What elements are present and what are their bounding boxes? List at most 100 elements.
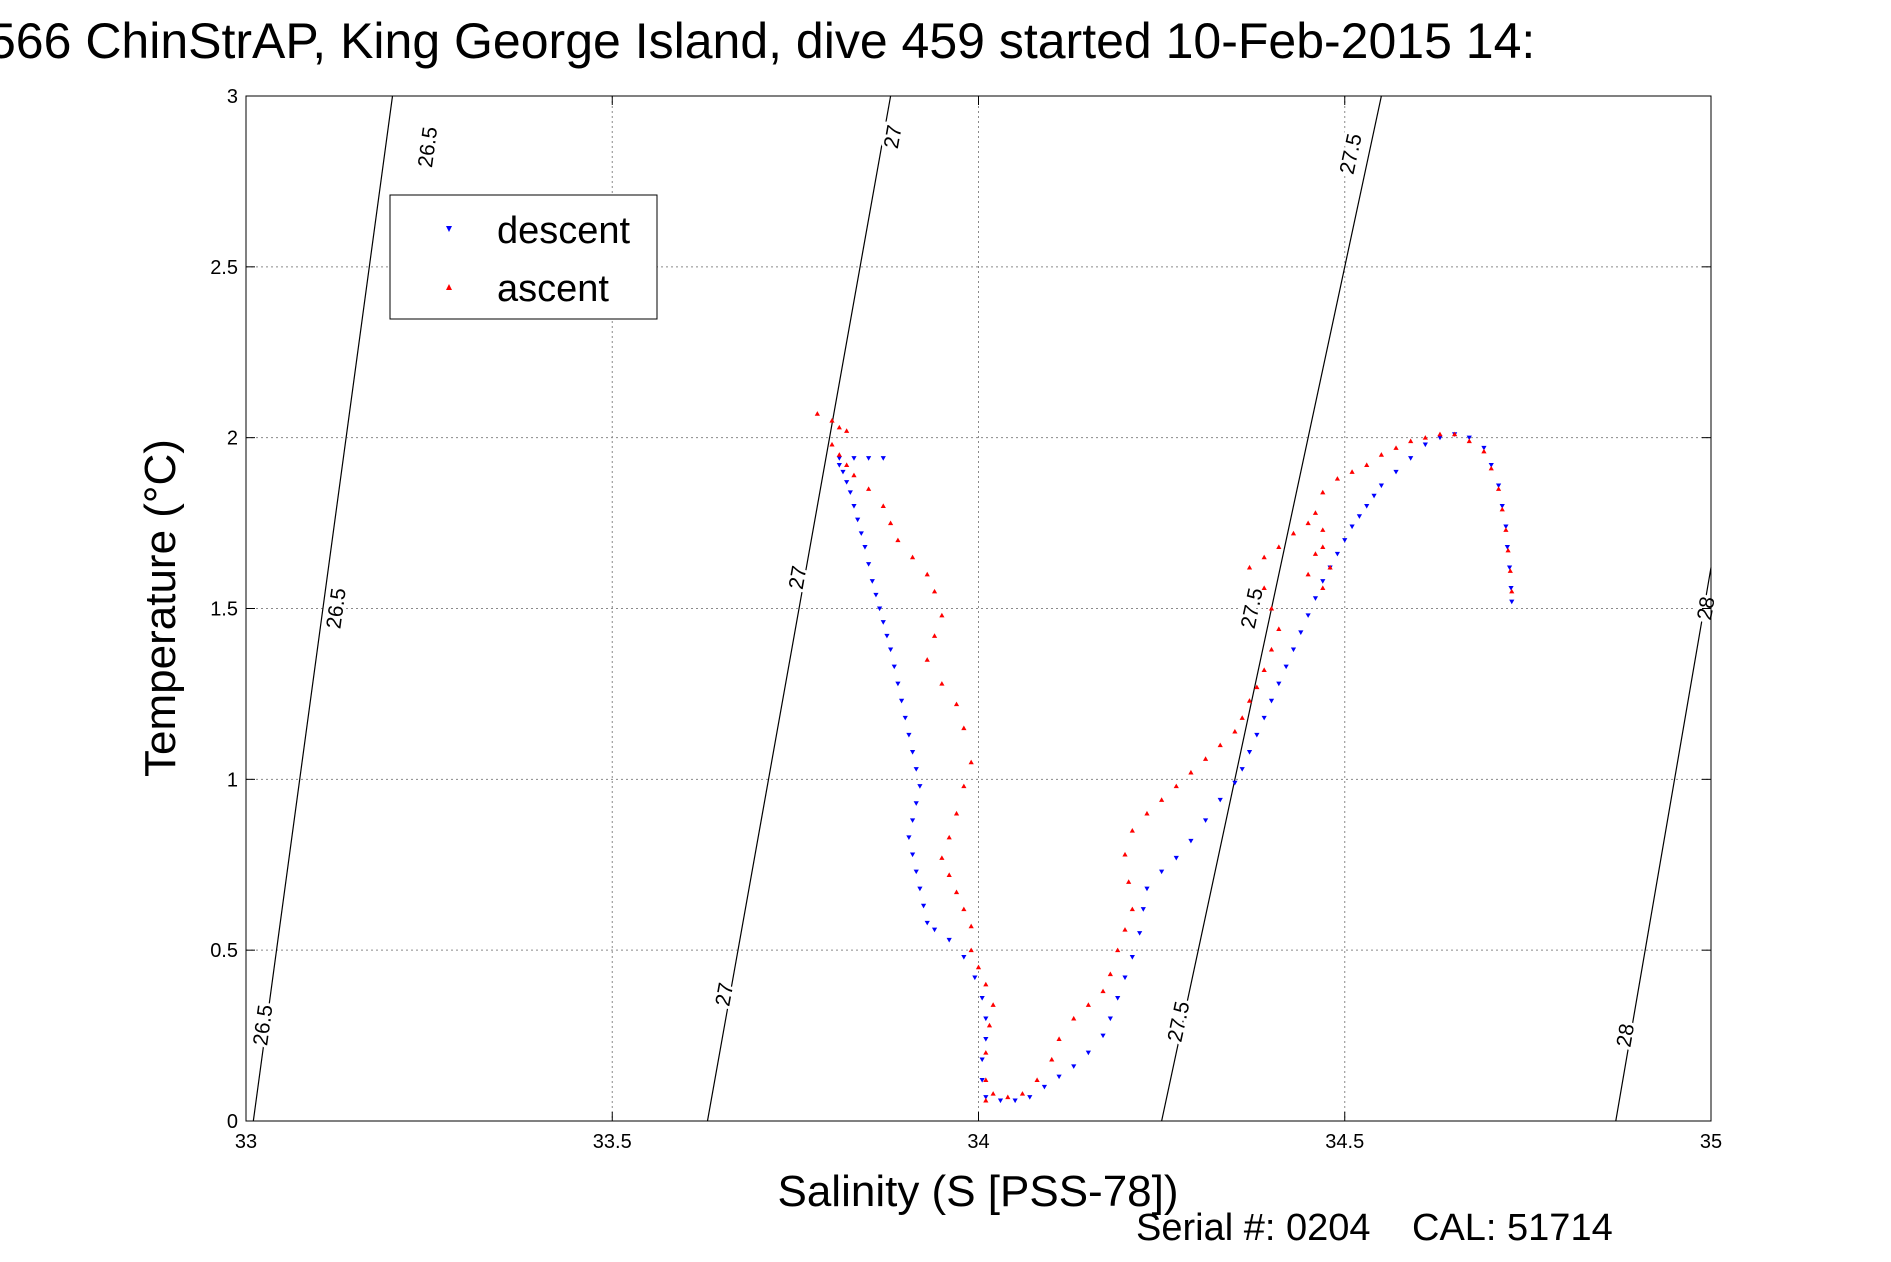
ascent-point (888, 520, 894, 526)
descent-point (1239, 767, 1245, 772)
descent-point (961, 955, 967, 960)
descent-point (1283, 664, 1289, 670)
descent-point (946, 937, 952, 943)
ascent-point (1122, 927, 1128, 932)
descent-point (1012, 1098, 1018, 1104)
ascent-point (1499, 506, 1505, 512)
ascent-point (1503, 527, 1509, 532)
ascent-point (909, 554, 916, 560)
ascent-point (1312, 551, 1319, 556)
ascent-point (983, 981, 989, 987)
y-tick-label: 0 (227, 1111, 238, 1133)
ascent-point (1129, 906, 1135, 912)
y-tick-label: 0.5 (210, 940, 238, 962)
descent-point (1503, 524, 1509, 530)
descent-point (979, 996, 985, 1001)
descent-point (847, 490, 853, 495)
ascent-point (1261, 554, 1267, 560)
descent-point (906, 835, 912, 841)
descent-point (1129, 955, 1135, 960)
descent-point (913, 767, 919, 772)
descent-point (920, 903, 927, 909)
x-tick-label: 35 (1700, 1131, 1722, 1153)
ascent-point (1507, 568, 1513, 573)
ascent-point (1071, 1015, 1077, 1021)
descent-point (1268, 698, 1275, 704)
descent-point (1085, 1050, 1091, 1056)
descent-point (1159, 869, 1165, 875)
descent-point (909, 818, 916, 823)
descent-point (1261, 715, 1267, 721)
density-contour-label: 28 (1613, 1022, 1640, 1049)
ascent-point (1320, 544, 1326, 549)
descent-point (1071, 1064, 1077, 1069)
ascent-point (1246, 564, 1253, 570)
descent-point (1276, 681, 1282, 687)
ascent-point (975, 964, 982, 970)
ascent-point (1239, 715, 1245, 720)
ascent-point (1305, 571, 1311, 577)
ascent-point (953, 889, 960, 895)
data-series (814, 411, 1515, 1104)
density-contour-line (706, 95, 892, 1122)
descent-point (1144, 886, 1150, 892)
descent-point (983, 1095, 989, 1100)
ascent-point (961, 783, 967, 789)
axis-ticks: 33 33.5 34 34.5 35 0 0.5 1 1.5 2 2.5 3 (210, 86, 1722, 1153)
x-axis-label: Salinity (S [PSS-78]) (777, 1167, 1178, 1216)
descent-point (979, 1078, 985, 1083)
descent-point (1408, 456, 1414, 461)
descent-point (1122, 975, 1128, 981)
density-contour-line (252, 95, 394, 1122)
x-tick-label: 33 (235, 1131, 257, 1153)
descent-point (1334, 551, 1341, 557)
ascent-point (924, 657, 930, 662)
legend: descent ascent (389, 194, 658, 320)
ascent-point (880, 503, 886, 508)
descent-point (1107, 1016, 1113, 1022)
ascent-point (1481, 448, 1487, 454)
descent-point (1393, 469, 1399, 475)
ascent-point (1049, 1056, 1055, 1062)
descent-point (1041, 1084, 1048, 1090)
legend-marker-ascent (446, 284, 452, 290)
descent-point (880, 620, 886, 625)
ascent-point (1276, 626, 1282, 631)
ascent-point (990, 1002, 996, 1007)
descent-point (836, 456, 842, 461)
descent-point (1320, 579, 1326, 584)
descent-point (1495, 483, 1502, 489)
y-axis-label: Temperature (°C) (136, 439, 185, 777)
descent-point (983, 1016, 989, 1022)
ascent-point (1085, 1002, 1091, 1007)
descent-point (1173, 855, 1179, 861)
ascent-point (1349, 469, 1355, 474)
descent-point (1371, 493, 1377, 499)
descent-point (1349, 524, 1355, 530)
ascent-point (1488, 465, 1494, 471)
ascent-point (1019, 1091, 1026, 1096)
ascent-point (851, 472, 857, 478)
descent-point (1506, 565, 1513, 571)
calibration-id: CAL: 51714 (1412, 1207, 1613, 1249)
ascent-point (866, 486, 872, 491)
descent-point (979, 1057, 985, 1063)
ascent-point (1144, 810, 1150, 816)
density-contour-label: 27 (711, 981, 738, 1008)
ascent-point (961, 725, 967, 731)
descent-point (1312, 596, 1319, 601)
ascent-point (836, 424, 842, 430)
y-tick-label: 2 (227, 428, 238, 450)
ascent-point (1268, 605, 1275, 611)
descent-point (895, 681, 901, 687)
ascent-point (1378, 452, 1384, 457)
descent-point (1488, 463, 1494, 468)
ascent-point (1122, 851, 1128, 857)
descent-point (898, 698, 905, 704)
ascent-point (844, 428, 850, 433)
ascent-point (1393, 445, 1399, 450)
ascent-point (895, 537, 901, 543)
ascent-point (953, 810, 960, 816)
y-tick-label: 2.5 (210, 257, 238, 279)
